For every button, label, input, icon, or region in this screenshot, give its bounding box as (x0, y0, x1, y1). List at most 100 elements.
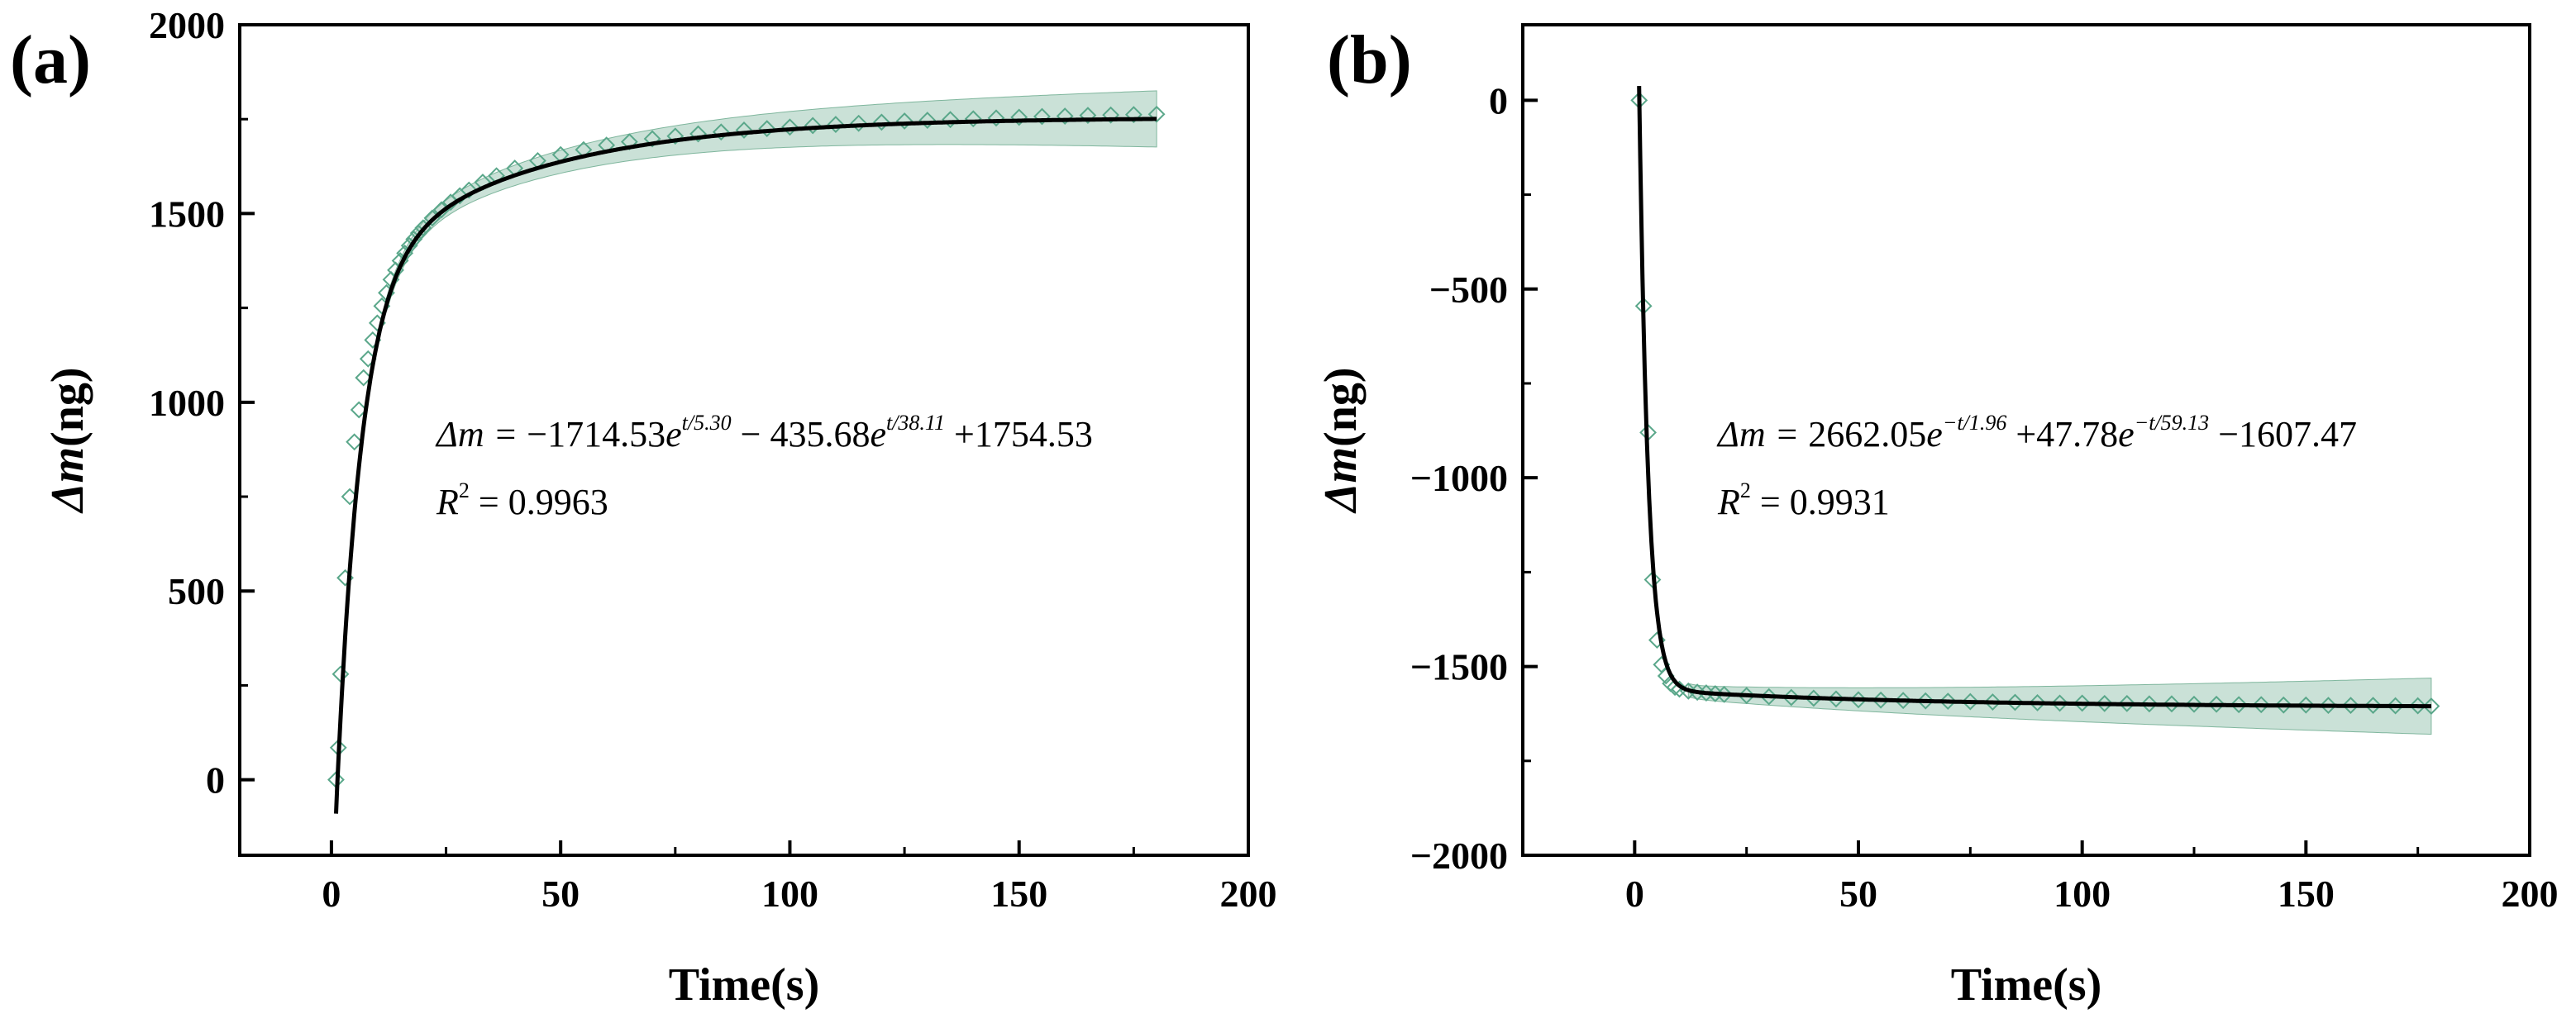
b-data-point (2364, 697, 2382, 715)
b-plot-frame (1521, 23, 2531, 857)
a-data-point (987, 109, 1005, 127)
a-data-point (666, 127, 685, 145)
b-data-point (2274, 696, 2292, 714)
a-data-point (827, 116, 845, 134)
a-data-point (1124, 106, 1143, 124)
b-data-point (1939, 692, 1957, 711)
a-x-tick-label: 0 (322, 873, 341, 915)
b-data-point (2297, 696, 2315, 714)
b-data-point (2185, 695, 2203, 713)
a-data-point (1147, 105, 1166, 123)
a-data-point (712, 123, 730, 141)
a-x-tick-label: 150 (990, 873, 1047, 915)
b-x-tick-label: 100 (2054, 873, 2111, 915)
a-data-point (332, 665, 350, 683)
b-data-point (2163, 695, 2181, 713)
b-y-axis-title: Δm(ng) (1315, 367, 1367, 513)
b-fit-curve (1637, 86, 2431, 709)
b-data-point (2096, 694, 2114, 712)
b-data-point (2118, 694, 2136, 712)
a-data-point (350, 401, 368, 419)
b-y-ticks: 0 −500 −1000 −1500 −2000 (1410, 79, 1538, 877)
b-uncertainty-band (1687, 678, 2432, 735)
b-data-point (1983, 693, 2001, 711)
b-data-point (2029, 694, 2046, 711)
a-data-point (1056, 107, 1074, 125)
b-x-tick-label: 50 (1839, 873, 1877, 915)
b-y-tick-label: −500 (1429, 269, 1508, 311)
a-x-ticks: 0 50 100 150 200 (322, 840, 1277, 915)
a-data-point (1102, 106, 1120, 124)
b-data-point (1894, 692, 1912, 710)
a-data-point (1033, 107, 1051, 126)
a-fit-curve (334, 117, 1157, 814)
a-data-point (1010, 108, 1028, 126)
b-x-tick-label: 0 (1625, 873, 1644, 915)
a-x-tick-label: 100 (761, 873, 818, 915)
b-y-tick-label: −1500 (1410, 646, 1508, 688)
a-y-tick-label: 500 (168, 570, 225, 612)
panel-b: 0 50 100 150 200 0 −500 −1000 −1500 −2000 (b) Ti… (1315, 21, 2559, 1011)
b-x-axis-title: Time(s) (1951, 959, 2102, 1011)
a-data-point (918, 112, 937, 129)
panel-a: 0 50 100 150 200 0 500 1000 1500 2000 (a) Time(s… (10, 4, 1277, 1011)
b-data-point (2422, 697, 2440, 715)
b-data-point (2230, 696, 2248, 714)
b-data-point (2319, 697, 2337, 715)
b-y-axis-unit: (ng) (1315, 367, 1367, 446)
b-x-tick-label: 200 (2502, 873, 2559, 915)
b-data-point (2252, 696, 2270, 714)
a-y-axis-symbol: Δm (42, 447, 93, 514)
a-data-point (872, 113, 890, 131)
b-r-squared: R2 = 0.9931 (1717, 478, 1890, 522)
b-confidence-band (1687, 678, 2432, 735)
a-y-axis-unit: (ng) (42, 367, 93, 446)
a-data-point (964, 110, 982, 128)
b-data-point (2073, 694, 2092, 712)
b-data-point (2140, 695, 2159, 713)
b-y-tick-label: 0 (1489, 79, 1508, 121)
b-y-tick-label: −1000 (1410, 457, 1508, 499)
a-data-point (895, 112, 914, 130)
b-data-point (1872, 691, 1890, 709)
a-y-tick-label: 1500 (149, 193, 225, 235)
b-data-point (2409, 697, 2427, 715)
b-data-point (1916, 692, 1934, 710)
b-data-point (2006, 693, 2024, 711)
a-y-ticks: 0 500 1000 1500 2000 (149, 4, 255, 802)
a-data-point (850, 114, 868, 132)
a-panel-label: (a) (10, 21, 91, 98)
a-data-point (355, 369, 373, 387)
b-data-point (2342, 697, 2359, 715)
b-data-point (2051, 694, 2069, 712)
b-y-axis-symbol: Δm (1315, 447, 1367, 514)
a-x-tick-label: 200 (1220, 873, 1277, 915)
a-data-point (1079, 107, 1097, 125)
a-data-point (735, 121, 753, 139)
a-data-point (804, 117, 822, 135)
a-data-point (942, 111, 959, 129)
a-data-point (758, 120, 776, 138)
a-equation: Δm = −1714.53et/5.30 − 435.68et/38.11 +1… (435, 411, 1093, 454)
a-data-point (781, 118, 799, 136)
b-x-tick-label: 150 (2278, 873, 2335, 915)
b-panel-label: (b) (1327, 21, 1412, 98)
b-x-ticks: 0 50 100 150 200 (1625, 840, 2559, 915)
b-equation: Δm = 2662.05e−t/1.96 +47.78e−t/59.13 −16… (1716, 411, 2357, 454)
a-data-point (460, 181, 478, 199)
a-x-tick-label: 50 (541, 873, 580, 915)
b-data-points (1630, 91, 2440, 715)
a-y-tick-label: 0 (206, 759, 225, 802)
a-data-point (643, 130, 661, 148)
a-plot-frame (238, 23, 1250, 857)
a-y-tick-label: 2000 (149, 4, 225, 46)
a-y-axis-title: Δm(ng) (42, 367, 93, 513)
b-data-point (1961, 692, 1979, 711)
a-r-squared: R2 = 0.9963 (436, 478, 608, 522)
a-data-point (346, 433, 364, 451)
a-y-tick-label: 1000 (149, 382, 225, 424)
b-data-point (2207, 695, 2225, 713)
b-data-point (2387, 697, 2405, 715)
a-data-point (689, 125, 707, 143)
